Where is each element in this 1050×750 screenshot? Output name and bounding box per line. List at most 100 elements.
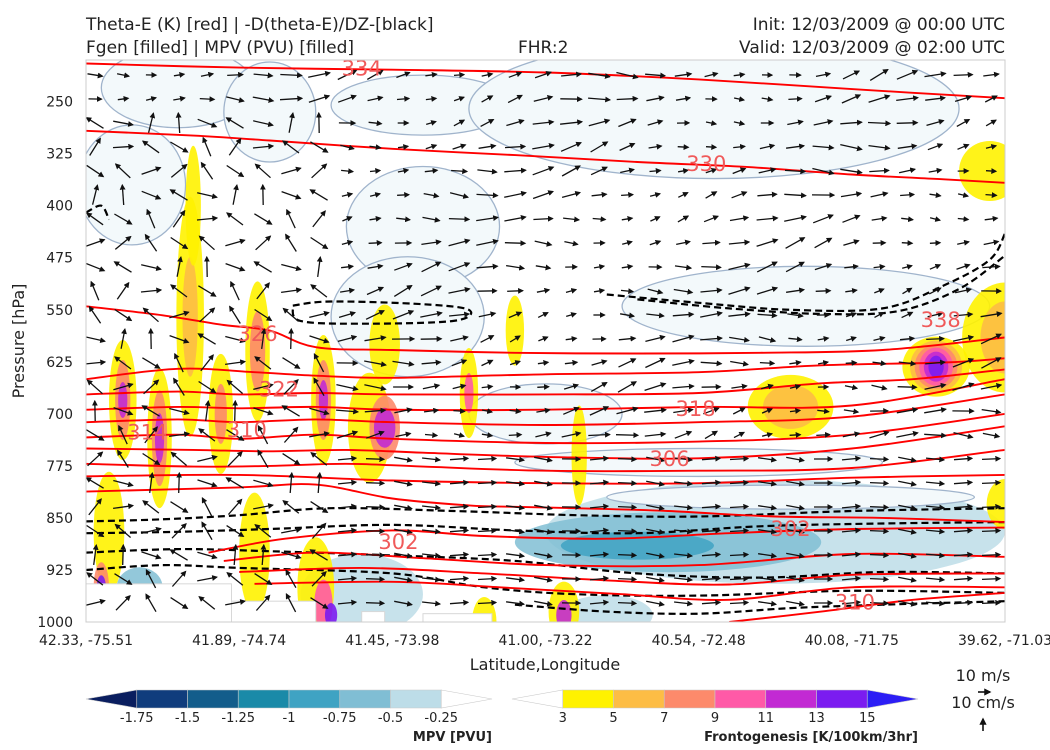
wind-vector-93 [840,119,863,126]
wind-vector-52 [616,95,639,102]
mpv-colorbar-swatch-3 [237,689,290,709]
theta-e-contour-6 [86,393,1005,426]
wind-vector-315 [593,288,606,294]
fgen-colorbar-tick-0: 3 [559,711,567,726]
wind-vector-692 [981,551,1002,558]
wind-vector-364 [120,328,127,349]
wind-vector-685 [786,552,805,559]
wind-vector-573 [422,480,442,487]
wind-vector-665 [232,543,239,566]
wind-vector-556 [869,456,890,463]
wind-vector-29 [896,69,919,80]
dthetae-dz-contour-4 [86,521,1005,535]
wind-vector-336 [254,308,273,322]
wind-vector-247 [534,240,553,247]
y-tick-label-10: 1000 [37,615,73,631]
wind-vector-478 [536,407,551,414]
wind-vector-604 [365,504,386,511]
y-tick-label-5: 625 [46,355,73,371]
wind-vector-567 [253,479,274,488]
wind-vector-410 [481,359,494,367]
wind-vector-647 [646,528,665,535]
mpv-outline-region-9 [514,447,884,478]
wind-vector-708 [506,576,526,583]
wind-vector-400 [200,354,214,372]
mpv-colorbar-tick-4: -0.75 [323,711,357,726]
wind-vector-486 [761,408,773,414]
wind-vector-758 [981,599,1002,606]
wind-vector-64 [954,95,973,103]
wind-vector-139 [281,166,302,175]
title-left-line2: Fgen [filled] | MPV (PVU) [filled] [86,38,354,58]
wind-scale-cms: 10 cm/s [951,693,1015,712]
wind-vector-265 [113,261,132,273]
wind-vector-188 [731,191,748,199]
wind-vector-558 [925,456,946,463]
wind-vector-409 [451,359,468,367]
wind-vector-127 [868,144,891,151]
theta-e-label-1: 330 [686,152,726,176]
wind-vector-434 [226,379,244,394]
wind-vector-271 [281,263,302,272]
wind-vector-84 [588,118,611,127]
wind-vector-698 [226,571,244,586]
wind-vector-523 [869,430,890,439]
wind-vector-467 [232,399,239,422]
wind-vector-274 [367,263,384,270]
wind-vector-683 [729,551,750,558]
wind-vector-19 [616,71,639,80]
wind-vector-169 [197,192,218,200]
wind-vector-368 [225,335,246,344]
wind-vector-62 [896,95,919,102]
wind-vector-178 [449,192,470,199]
wind-vector-176 [397,192,411,198]
y-tick-label-3: 475 [46,251,73,267]
wind-scale-ms: 10 m/s [956,666,1011,685]
wind-vector-350 [646,312,665,319]
wind-vector-538 [365,456,386,463]
wind-vector-154 [705,167,718,174]
wind-vector-699 [254,573,273,586]
wind-vector-112 [452,143,467,150]
wind-vector-321 [756,286,779,295]
wind-vector-722 [898,576,917,583]
wind-vector-390 [846,336,857,342]
wind-vector-53 [646,95,665,102]
y-tick-label-7: 775 [46,459,73,475]
wind-vector-622 [869,504,890,511]
wind-vector-614 [646,504,665,511]
wind-vector-730 [198,595,216,610]
wind-vector-627 [86,524,105,538]
wind-vector-629 [141,526,162,535]
wind-vector-509 [481,432,494,438]
y-axis-ticks: 250 325 400 475 550 625 700 775 850 925 1000 [37,95,73,631]
wind-vector-718 [786,576,805,583]
wind-vector-210 [422,216,441,223]
wind-vector-150 [590,166,608,176]
wind-vector-181 [532,190,555,200]
wind-vector-393 [926,335,945,342]
wind-vector-596 [142,500,160,514]
wind-vector-323 [815,287,832,294]
wind-vector-121 [705,144,718,150]
wind-vector-237 [255,235,272,251]
wind-vector-288 [756,261,778,273]
fgen-blob-32 [464,373,474,414]
wind-vector-510 [508,431,523,438]
wind-vector-332 [142,307,159,323]
wind-vector-11 [396,71,411,79]
wind-vector-190 [784,192,807,199]
fgen-colorbar-swatch-2 [613,689,665,709]
wind-vector-232 [114,235,132,250]
wind-vector-373 [364,335,387,342]
mpv-colorbar: -1.75 -1.5 -1.25 -1 -0.75 -0.5 -0.25 [85,689,493,726]
wind-vector-512 [561,431,582,438]
wind-vector-648 [674,528,694,535]
wind-vector-391 [873,335,886,342]
wind-vector-514 [615,432,640,439]
wind-vector-161 [898,167,917,174]
wind-vector-304 [281,287,303,294]
wind-vector-44 [396,95,411,102]
wind-vector-452 [731,383,748,390]
